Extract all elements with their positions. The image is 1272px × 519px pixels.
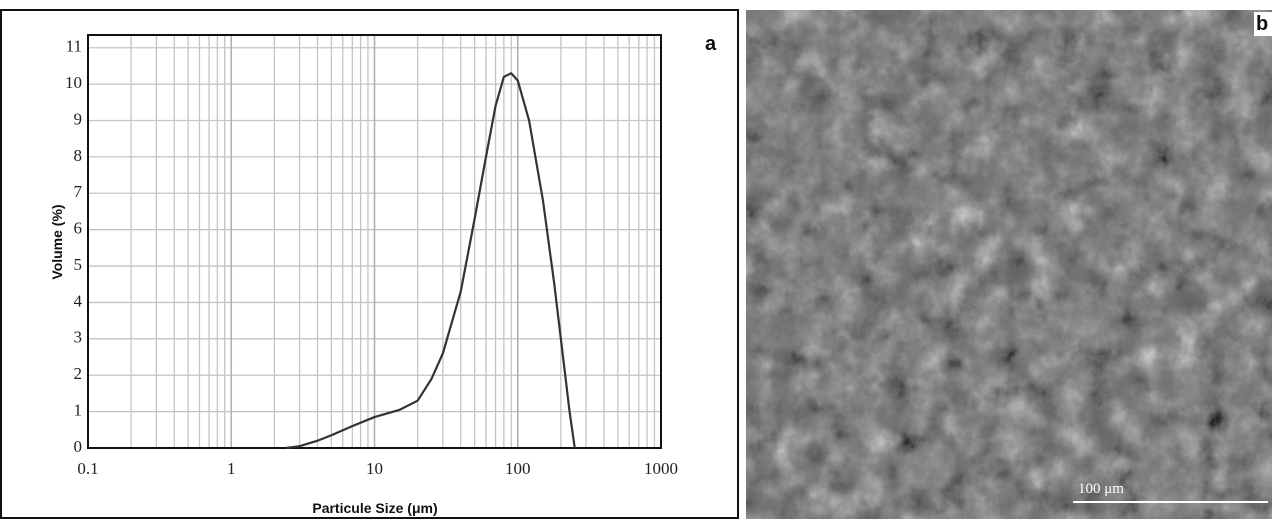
x-tick-label: 0.1 bbox=[77, 459, 98, 478]
y-tick-label: 10 bbox=[65, 73, 82, 92]
x-axis-title: Particule Size (μm) bbox=[312, 500, 437, 516]
y-tick-label: 0 bbox=[74, 437, 83, 456]
sem-image: b 100 μm bbox=[746, 10, 1272, 519]
x-tick-label: 1 bbox=[227, 459, 236, 478]
x-tick-label: 10 bbox=[366, 459, 383, 478]
y-tick-label: 11 bbox=[66, 37, 82, 56]
x-tick-label: 1000 bbox=[644, 459, 678, 478]
plot-frame bbox=[87, 34, 662, 449]
y-tick-label: 8 bbox=[74, 146, 83, 165]
y-tick-label: 4 bbox=[74, 291, 83, 310]
y-tick-label: 5 bbox=[74, 255, 83, 274]
scale-bar-label: 100 μm bbox=[1078, 481, 1124, 497]
panel-label: b bbox=[1256, 13, 1268, 35]
y-tick-label: 7 bbox=[74, 182, 83, 201]
y-axis-title: Volume (%) bbox=[49, 204, 65, 279]
plot: 0 1 2 3 4 5 6 7 8 9 10 11 0.1 1 10 100 1000 bbox=[65, 34, 678, 478]
y-tick-label: 2 bbox=[74, 364, 83, 383]
y-tick-label: 3 bbox=[74, 328, 83, 347]
x-tick-label: 100 bbox=[505, 459, 531, 478]
y-tick-label: 1 bbox=[74, 401, 83, 420]
y-tick-label: 6 bbox=[74, 219, 83, 238]
panel-label: a bbox=[705, 33, 717, 55]
y-tick-label: 9 bbox=[74, 109, 83, 128]
data-line bbox=[285, 72, 576, 450]
panel-frame bbox=[0, 9, 739, 519]
